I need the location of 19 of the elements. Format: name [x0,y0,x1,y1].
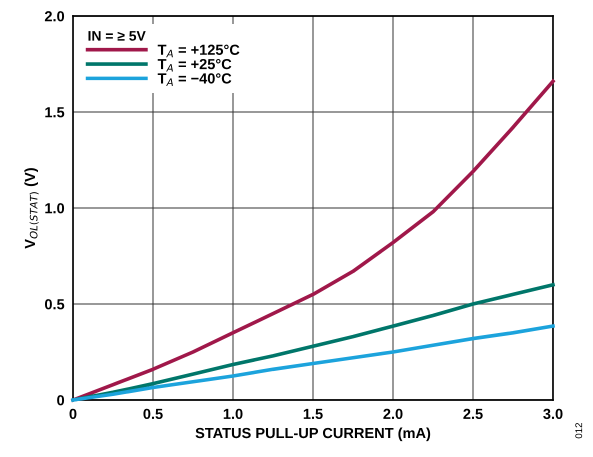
legend-label: T$_{A}$ = +25°C [158,58,232,72]
x-tick-label: 2.0 [383,408,403,420]
x-tick-label: 1.0 [224,408,243,420]
y-tick-label: 2.0 [44,11,64,22]
y-tick-label: 0.5 [44,299,64,310]
x-tick-label: 0.5 [143,408,163,420]
legend-label: T$_{A}$ = −40°C [158,73,232,86]
x-axis-title: STATUS PULL-UP CURRENT (mA) [196,427,430,442]
y-tick-label: 1.0 [45,203,64,214]
legend-label: T$_{A}$ = +125°C [158,44,240,58]
text: 012 [575,422,582,438]
x-tick-label: 2.5 [463,408,483,420]
y-tick-label: 1.5 [45,107,64,118]
y-axis-title: V$_{OL(STAT)}$ (V) [24,168,39,249]
x-tick-label: 0 [70,408,76,420]
legend-title: IN = ≥ 5V [88,31,146,41]
x-tick-label: 3.0 [543,408,563,420]
y-tick-label: 0 [57,395,64,406]
x-tick-label: 1.5 [304,408,323,420]
